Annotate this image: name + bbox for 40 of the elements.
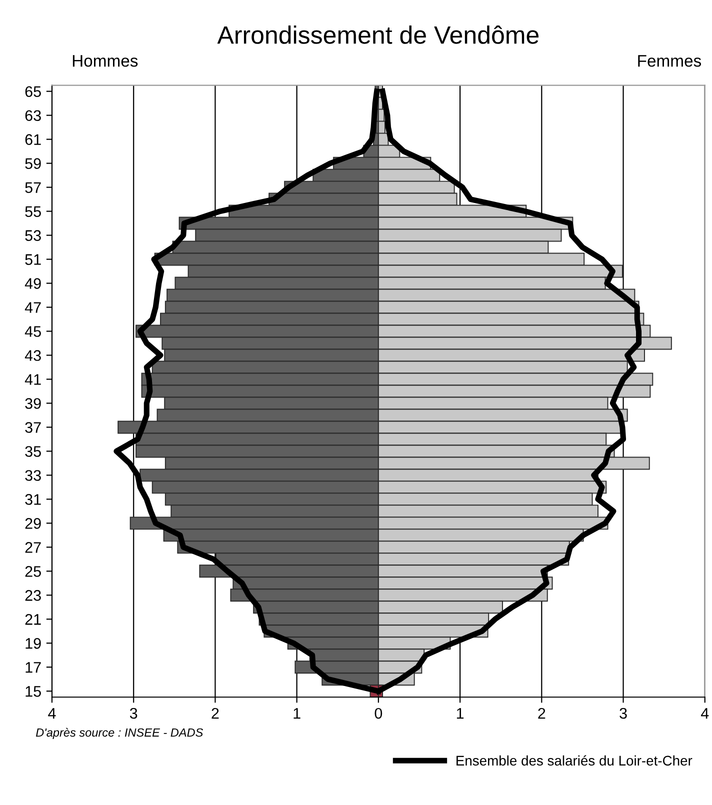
x-tick-label: 2 [212,708,219,719]
text: Femmes [638,55,702,67]
y-tick-label: 25 [25,566,41,577]
y-tick-label: 19 [26,638,41,649]
y-tick-label: 65 [25,86,41,98]
y-tick-label: 55 [25,206,41,217]
y-tick-label: 17 [26,662,41,673]
x-tick-label: 1 [456,708,464,719]
y-tick-label: 59 [25,158,41,169]
y-tick-label: 63 [25,110,41,122]
y-tick-label: 39 [25,398,41,409]
y-tick-label: 43 [24,350,41,361]
legend-label: Ensemble des salariés du Loir-et-Cher [456,755,692,766]
y-tick-label: 57 [25,182,41,193]
x-tick-label: 0 [374,708,382,719]
y-tick-label: 31 [25,494,41,505]
y-tick-label: 45 [24,326,41,337]
y-tick-label: 15 [26,686,41,697]
x-tick-label: 1 [294,708,300,719]
chart-title: Arrondissement de Vendôme [217,25,539,44]
y-tick-label: 41 [24,374,41,385]
y-tick-label: 53 [25,230,41,241]
text: D'après source : INSEE - DADS [36,728,204,740]
y-tick-label: 29 [25,518,41,529]
y-tick-label: 21 [25,614,41,625]
y-tick-label: 33 [25,470,41,481]
y-tick-label: 61 [25,134,41,145]
x-tick-label: 4 [700,708,709,719]
text: Hommes [72,55,138,67]
x-tick-label: 4 [48,708,56,719]
y-tick-label: 35 [25,446,41,457]
y-tick-label: 27 [25,542,41,553]
x-tick-label: 3 [130,708,138,719]
x-tick-label: 3 [620,708,627,719]
x-tick-label: 2 [538,708,546,719]
y-tick-label: 47 [24,302,41,313]
y-tick-label: 37 [25,422,41,433]
y-tick-label: 51 [25,254,41,265]
y-tick-label: 49 [24,278,41,289]
y-tick-label: 23 [25,590,41,601]
